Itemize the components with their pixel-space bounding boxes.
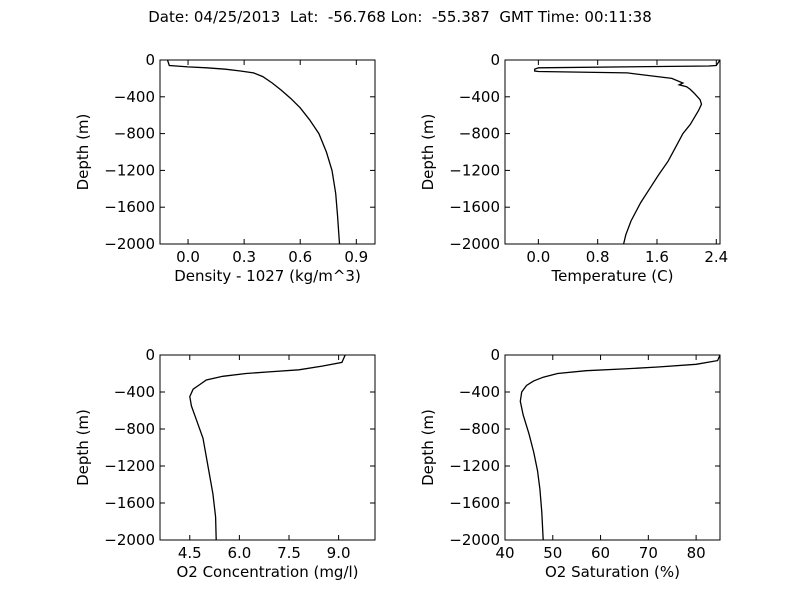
x-axis-label: Temperature (C) xyxy=(551,267,674,285)
y-tick-label: −400 xyxy=(459,383,500,401)
y-tick-label: −1600 xyxy=(449,198,500,216)
y-tick-label: −2000 xyxy=(449,235,500,253)
y-tick-label: −1600 xyxy=(449,494,500,512)
y-axis-label: Depth (m) xyxy=(419,114,437,191)
x-tick-label: 0.3 xyxy=(232,248,256,266)
x-tick-label: 6.0 xyxy=(227,544,251,562)
profile-line xyxy=(519,355,720,540)
profile-line xyxy=(189,355,346,540)
x-axis-label: O2 Saturation (%) xyxy=(545,563,680,581)
x-tick-label: 60 xyxy=(591,544,610,562)
y-tick-label: −2000 xyxy=(104,531,155,549)
chart-panel-1: 0.0 0.3 0.6 0.9 0 −400 −800 −1200 −1600 −2000 Dens… xyxy=(74,51,376,285)
x-tick-label: 7.5 xyxy=(277,544,301,562)
plot-frame xyxy=(504,59,721,245)
y-tick-label: −400 xyxy=(114,88,155,106)
x-tick-label: 40 xyxy=(495,544,514,562)
y-tick-label: −2000 xyxy=(104,235,155,253)
profile-line xyxy=(166,60,341,244)
y-axis-label: Depth (m) xyxy=(74,409,92,486)
y-tick-label: −1600 xyxy=(104,198,155,216)
y-tick-label: −800 xyxy=(114,420,155,438)
x-tick-label: 4.5 xyxy=(178,544,202,562)
y-tick-label: −400 xyxy=(459,88,500,106)
y-tick-label: 0 xyxy=(145,51,155,69)
y-axis-label: Depth (m) xyxy=(419,409,437,486)
y-tick-label: 0 xyxy=(490,346,500,364)
y-tick-label: −1200 xyxy=(449,457,500,475)
x-tick-label: 50 xyxy=(543,544,562,562)
y-tick-label: −2000 xyxy=(449,531,500,549)
profile-line xyxy=(534,60,720,244)
x-tick-label: 0.6 xyxy=(288,248,312,266)
figure-title: Date: 04/25/2013 Lat: -56.768 Lon: -55.3… xyxy=(148,8,652,26)
y-tick-label: −800 xyxy=(114,125,155,143)
y-tick-label: −1200 xyxy=(449,161,500,179)
x-tick-label: 0.8 xyxy=(586,248,610,266)
y-tick-label: −1200 xyxy=(104,161,155,179)
y-tick-label: −1200 xyxy=(104,457,155,475)
x-tick-label: 0.0 xyxy=(176,248,200,266)
x-tick-label: 9.0 xyxy=(327,544,351,562)
plot-frame xyxy=(504,354,721,541)
chart-panel-2: 0.0 0.8 1.6 2.4 0 −400 −800 −1200 −1600 −2000 Temp… xyxy=(419,51,728,285)
x-tick-label: 0.0 xyxy=(526,248,550,266)
y-tick-label: −400 xyxy=(114,383,155,401)
plot-frame xyxy=(159,354,376,541)
x-tick-label: 0.9 xyxy=(344,248,368,266)
chart-panel-3: 4.5 6.0 7.5 9.0 0 −400 −800 −1200 −1600 −2000 O2 C… xyxy=(74,346,376,581)
y-tick-label: 0 xyxy=(490,51,500,69)
y-tick-label: −800 xyxy=(459,420,500,438)
y-tick-label: 0 xyxy=(145,346,155,364)
chart-panel-4: 40 50 60 70 80 0 −400 −800 −1200 −1600 −2000 O2 Sat… xyxy=(419,346,721,581)
y-tick-label: −1600 xyxy=(104,494,155,512)
x-axis-label: O2 Concentration (mg/l) xyxy=(176,563,358,581)
x-axis-label: Density - 1027 (kg/m^3) xyxy=(174,267,361,285)
x-tick-label: 70 xyxy=(639,544,658,562)
x-tick-label: 80 xyxy=(687,544,706,562)
x-tick-label: 1.6 xyxy=(645,248,669,266)
plot-frame xyxy=(159,59,376,245)
y-tick-label: −800 xyxy=(459,125,500,143)
x-tick-label: 2.4 xyxy=(704,248,728,266)
y-axis-label: Depth (m) xyxy=(74,114,92,191)
